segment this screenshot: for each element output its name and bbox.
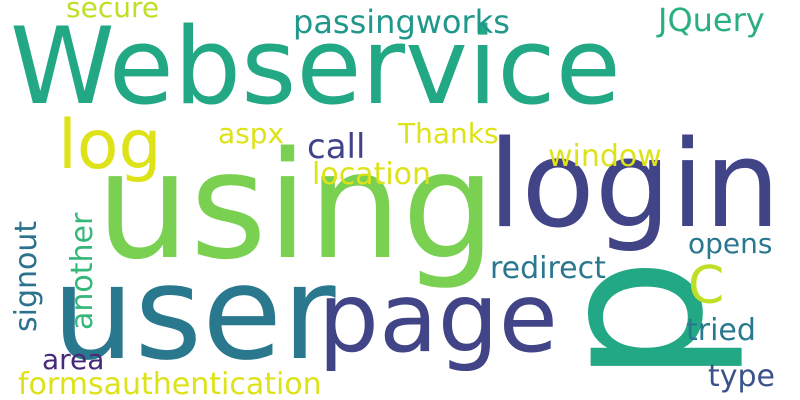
word-using: using — [96, 120, 496, 292]
word-webservice: Webservice — [10, 5, 621, 128]
word-aspx: aspx — [218, 117, 285, 150]
word-another: another — [65, 212, 100, 330]
word-thanks: Thanks — [398, 117, 499, 150]
word-signout: signout — [9, 220, 44, 332]
word-page: page — [318, 262, 558, 374]
word-formsauthentication: formsauthentication — [18, 367, 322, 400]
word-tried: tried — [686, 313, 756, 348]
word-log: log — [58, 106, 162, 185]
word-passingworks: passingworks — [293, 3, 510, 41]
word-login: login — [488, 116, 781, 255]
word-redirect: redirect — [490, 251, 606, 286]
word-jquery: JQuery — [658, 1, 765, 39]
word-secure: secure — [66, 0, 160, 24]
word-area: area — [42, 343, 105, 376]
word-location: location — [312, 157, 432, 192]
word-opens: opens — [688, 227, 773, 260]
word-c: C — [688, 256, 725, 316]
word-call: call — [307, 127, 366, 167]
word-user: user — [52, 237, 336, 389]
word-type: type — [708, 359, 776, 394]
word-window: window — [548, 139, 662, 174]
